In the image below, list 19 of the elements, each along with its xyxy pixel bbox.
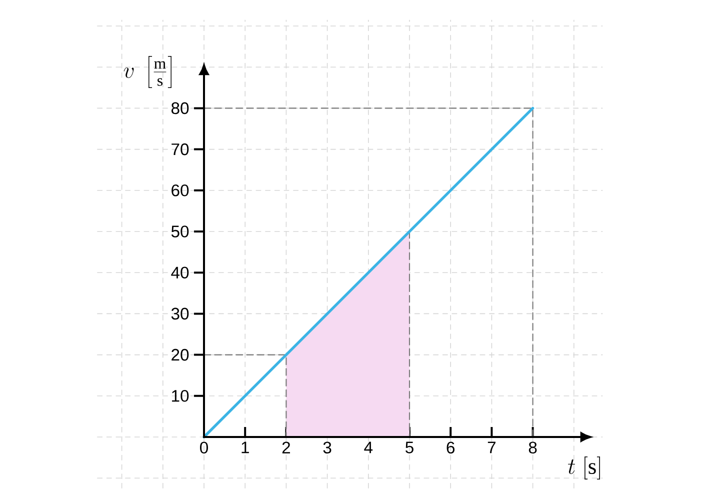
- x-tick-label: 5: [406, 442, 414, 454]
- y-tick-label: 60: [172, 184, 189, 196]
- y-axis-title: $v\;\left[\frac{\mathrm{m}}{\mathrm{s}}\right]$: [124, 56, 172, 88]
- x-tick-label: 3: [323, 442, 332, 454]
- x-tick-label: 6: [446, 442, 454, 454]
- x-tick-label: 7: [488, 442, 496, 454]
- y-tick-label: 80: [171, 102, 189, 114]
- x-axis-title: $t\;[\mathrm{s}]$: [568, 456, 600, 480]
- x-tick-label: 0: [200, 442, 208, 454]
- y-tick-label: 10: [172, 390, 189, 402]
- x-tick-label: 2: [282, 442, 290, 454]
- x-tick-label: 4: [364, 442, 373, 454]
- y-tick-label: 20: [172, 348, 189, 361]
- x-tick-label: 1: [242, 442, 249, 454]
- y-tick-label: 40: [171, 266, 189, 278]
- y-tick-label: 70: [172, 143, 189, 156]
- y-tick-label: 50: [171, 226, 189, 238]
- x-tick-label: 8: [528, 442, 537, 454]
- y-tick-label: 30: [171, 308, 189, 320]
